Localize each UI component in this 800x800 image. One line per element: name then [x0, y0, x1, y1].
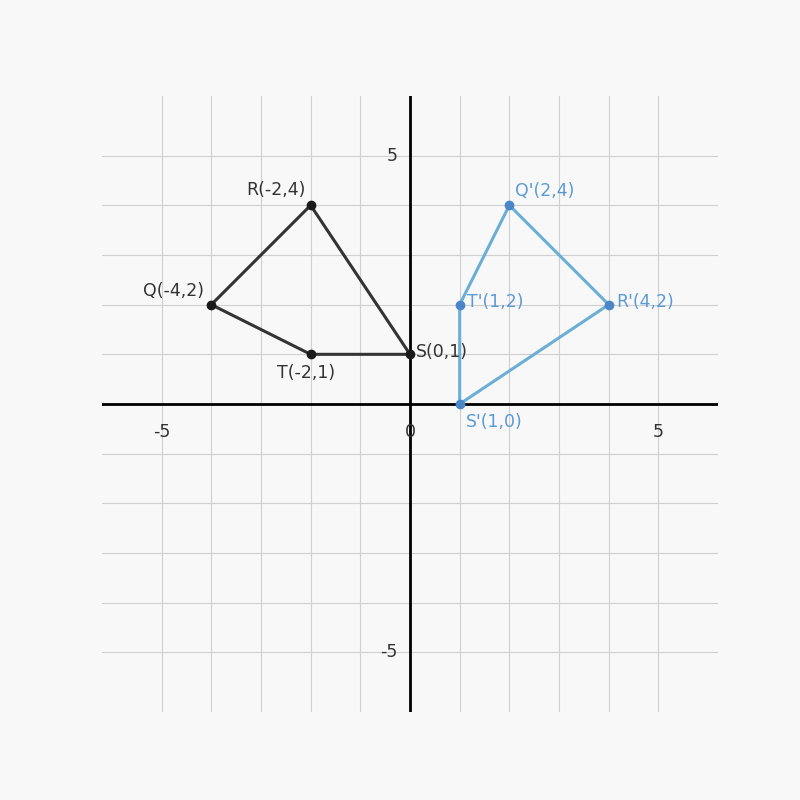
Text: R'(4,2): R'(4,2)	[616, 293, 674, 311]
Text: S'(1,0): S'(1,0)	[466, 413, 522, 431]
Text: 5: 5	[386, 146, 398, 165]
Text: T(-2,1): T(-2,1)	[277, 364, 334, 382]
Text: Q'(2,4): Q'(2,4)	[515, 182, 574, 200]
Text: 0: 0	[405, 423, 415, 441]
Text: R(-2,4): R(-2,4)	[246, 182, 306, 199]
Text: T'(1,2): T'(1,2)	[467, 293, 524, 311]
Text: -5: -5	[153, 423, 170, 441]
Text: Q(-4,2): Q(-4,2)	[143, 282, 204, 300]
Text: 5: 5	[653, 423, 664, 441]
Text: S(0,1): S(0,1)	[416, 343, 468, 361]
Text: -5: -5	[380, 643, 398, 662]
